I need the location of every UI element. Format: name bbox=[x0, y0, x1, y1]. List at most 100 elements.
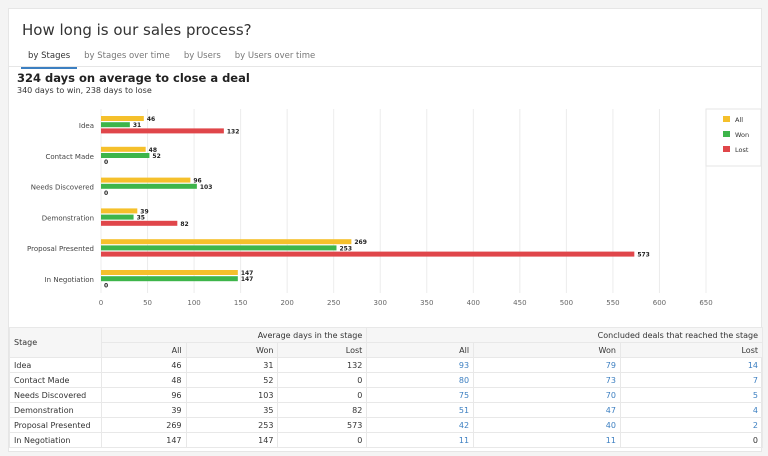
deal-count-link[interactable]: 4 bbox=[619, 402, 764, 418]
deal-count-link[interactable]: 14 bbox=[619, 357, 764, 373]
bar-all bbox=[101, 270, 238, 275]
category-label: Needs Discovered bbox=[31, 184, 94, 192]
deal-count-link[interactable]: 79 bbox=[473, 357, 621, 373]
x-tick-label: 550 bbox=[606, 299, 619, 307]
deal-count-link[interactable]: 80 bbox=[366, 372, 475, 388]
category-label: Idea bbox=[79, 122, 94, 130]
concluded-deals-header: Concluded deals that reached the stage bbox=[366, 327, 763, 343]
data-label: 269 bbox=[354, 239, 367, 246]
bar-won bbox=[101, 276, 238, 282]
tab-by-stages-over-time[interactable]: by Stages over time bbox=[84, 51, 170, 61]
deal-count-link[interactable]: 47 bbox=[473, 402, 621, 418]
x-tick-label: 150 bbox=[234, 299, 247, 307]
subheader-lost: Lost bbox=[277, 342, 368, 358]
stage-name: Proposal Presented bbox=[9, 417, 102, 433]
bar-chart: 0 50 100 150 200 250 300 350 400 450 500 550 600 650I… bbox=[27, 108, 762, 307]
cell-value: 573 bbox=[277, 417, 368, 433]
cell-value: 0 bbox=[277, 372, 368, 388]
divider bbox=[9, 66, 761, 67]
cell-value: 103 bbox=[185, 387, 279, 403]
deal-count-link[interactable]: 73 bbox=[473, 372, 621, 388]
page-title: How long is our sales process? bbox=[22, 21, 252, 39]
data-label: 0 bbox=[104, 159, 108, 166]
category-label: Contact Made bbox=[45, 153, 94, 161]
stage-name: In Negotiation bbox=[9, 432, 102, 448]
deal-count-link[interactable]: 70 bbox=[473, 387, 621, 403]
bar-won bbox=[101, 122, 130, 128]
data-label: 96 bbox=[193, 178, 201, 185]
subheader-won: Won bbox=[185, 342, 279, 358]
data-label: 35 bbox=[137, 215, 145, 222]
bar-all bbox=[101, 177, 191, 183]
table-row: Idea 46 31 132 93 79 14 bbox=[9, 357, 764, 373]
deal-count-link[interactable]: 7 bbox=[619, 372, 764, 388]
x-tick-label: 600 bbox=[653, 299, 666, 307]
cell-value: 31 bbox=[185, 357, 279, 373]
stage-name: Demonstration bbox=[9, 402, 102, 418]
cell-value: 0 bbox=[277, 432, 368, 448]
x-tick-label: 400 bbox=[467, 299, 480, 307]
stage-name: Contact Made bbox=[9, 372, 102, 388]
x-tick-label: 0 bbox=[99, 299, 103, 307]
cell-value: 132 bbox=[277, 357, 368, 373]
avg-days-header: Average days in the stage bbox=[100, 327, 368, 343]
bar-won bbox=[101, 153, 150, 158]
subheader-all: All bbox=[101, 342, 187, 358]
cell-value: 0 bbox=[277, 387, 368, 403]
legend-swatch-all bbox=[723, 116, 730, 122]
cell-value: 82 bbox=[277, 402, 368, 418]
summary-subline: 340 days to win, 238 days to lose bbox=[17, 86, 152, 95]
stage-name: Idea bbox=[9, 357, 102, 373]
tab-by-users-over-time[interactable]: by Users over time bbox=[234, 51, 316, 61]
bar-lost bbox=[101, 251, 635, 257]
legend-label: Won bbox=[735, 131, 749, 139]
data-label: 52 bbox=[152, 153, 160, 160]
summary-headline: 324 days on average to close a deal bbox=[17, 71, 250, 85]
cell-value: 46 bbox=[101, 357, 187, 373]
data-label: 147 bbox=[241, 270, 254, 277]
x-tick-label: 50 bbox=[143, 299, 152, 307]
bar-won bbox=[101, 245, 337, 251]
data-label: 46 bbox=[147, 116, 155, 123]
deal-count-link[interactable]: 5 bbox=[619, 387, 764, 403]
deal-count-link[interactable]: 42 bbox=[366, 417, 475, 433]
x-tick-label: 350 bbox=[420, 299, 433, 307]
deal-count-link[interactable]: 75 bbox=[366, 387, 475, 403]
deal-count-link[interactable]: 11 bbox=[366, 432, 475, 448]
data-label: 0 bbox=[104, 190, 108, 197]
x-tick-label: 250 bbox=[327, 299, 340, 307]
cell-value: 253 bbox=[185, 417, 279, 433]
bar-all bbox=[101, 239, 352, 245]
data-label: 573 bbox=[637, 252, 650, 259]
deal-count-link[interactable]: 11 bbox=[473, 432, 621, 448]
legend-label: All bbox=[735, 116, 743, 124]
cell-value: 35 bbox=[185, 402, 279, 418]
deal-count-link[interactable]: 93 bbox=[366, 357, 475, 373]
x-tick-label: 300 bbox=[374, 299, 387, 307]
cell-value: 48 bbox=[101, 372, 187, 388]
report-card: How long is our sales process? by Stages… bbox=[8, 8, 764, 452]
data-label: 253 bbox=[339, 245, 352, 252]
legend-label: Lost bbox=[735, 146, 749, 154]
tab-by-stages[interactable]: by Stages bbox=[21, 47, 78, 69]
x-tick-label: 200 bbox=[280, 299, 293, 307]
tab-by-users[interactable]: by Users bbox=[183, 51, 221, 61]
table-row: Demonstration 39 35 82 51 47 4 bbox=[9, 402, 764, 418]
x-tick-label: 450 bbox=[513, 299, 526, 307]
deal-count-link[interactable]: 51 bbox=[366, 402, 475, 418]
bar-lost bbox=[101, 128, 224, 134]
subheader-lost: Lost bbox=[619, 342, 764, 358]
category-label: Demonstration bbox=[42, 214, 94, 222]
cell-value: 147 bbox=[185, 432, 279, 448]
cell-value: 0 bbox=[619, 432, 764, 448]
x-tick-label: 650 bbox=[699, 299, 712, 307]
cell-value: 39 bbox=[101, 402, 187, 418]
deal-count-link[interactable]: 2 bbox=[619, 417, 764, 433]
bar-lost bbox=[101, 220, 178, 226]
tabs: by Stages by Stages over time by Users b… bbox=[21, 47, 322, 69]
legend bbox=[705, 108, 762, 167]
deal-count-link[interactable]: 40 bbox=[473, 417, 621, 433]
category-label: Proposal Presented bbox=[27, 245, 94, 253]
data-label: 31 bbox=[133, 122, 141, 129]
table-row: In Negotiation 147 147 0 11 11 0 bbox=[9, 432, 764, 448]
